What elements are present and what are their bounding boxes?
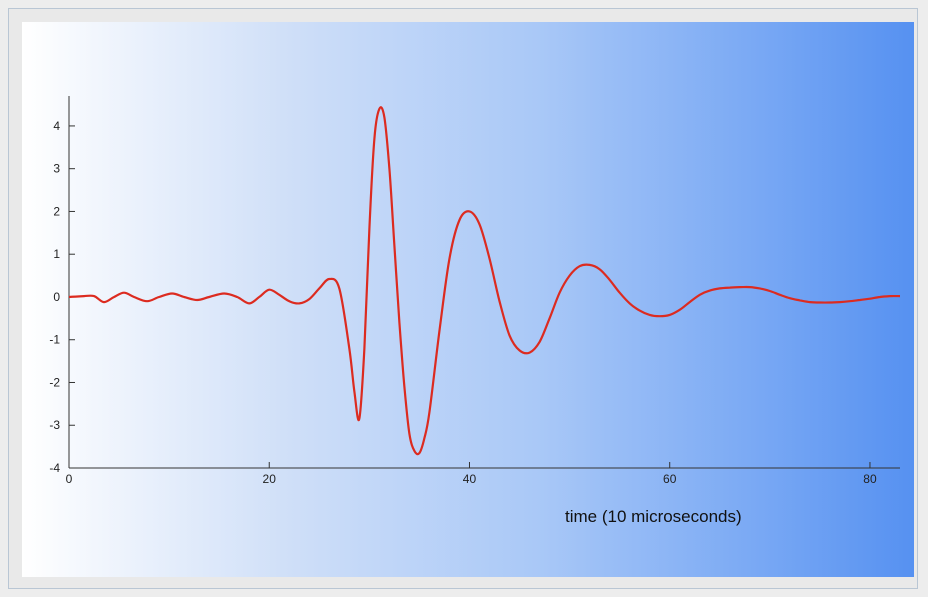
x-tick-label: 80 <box>863 472 877 486</box>
y-tick-label: -4 <box>49 461 60 475</box>
y-tick-label: -3 <box>49 418 60 432</box>
y-tick-label: 2 <box>53 204 60 218</box>
chart-frame: 0 20 40 60 80 4 3 2 1 0 -1 -2 -3 -4 time (10 microsec… <box>8 8 918 589</box>
chart-panel: 0 20 40 60 80 4 3 2 1 0 -1 -2 -3 -4 time (10 microsec… <box>22 22 914 577</box>
y-tick-label: 0 <box>53 290 60 304</box>
axes <box>68 96 900 469</box>
x-tick-label: 20 <box>263 472 277 486</box>
y-tick-label: 3 <box>53 162 60 176</box>
y-tick-label: 1 <box>53 247 60 261</box>
x-tick-label: 40 <box>463 472 477 486</box>
y-tick-label: 4 <box>53 119 60 133</box>
waveform-chart: 0 20 40 60 80 4 3 2 1 0 -1 -2 -3 -4 time (10 microsec… <box>49 96 901 526</box>
series-line <box>68 106 901 456</box>
y-tick-label: -2 <box>49 375 60 389</box>
y-tick-label: -1 <box>49 333 60 347</box>
x-tick-label: 0 <box>66 472 73 486</box>
x-tick-label: 60 <box>663 472 677 486</box>
x-axis-title: time (10 microseconds) <box>565 507 742 526</box>
ticks: 0 20 40 60 80 4 3 2 1 0 -1 -2 -3 -4 <box>49 119 877 486</box>
